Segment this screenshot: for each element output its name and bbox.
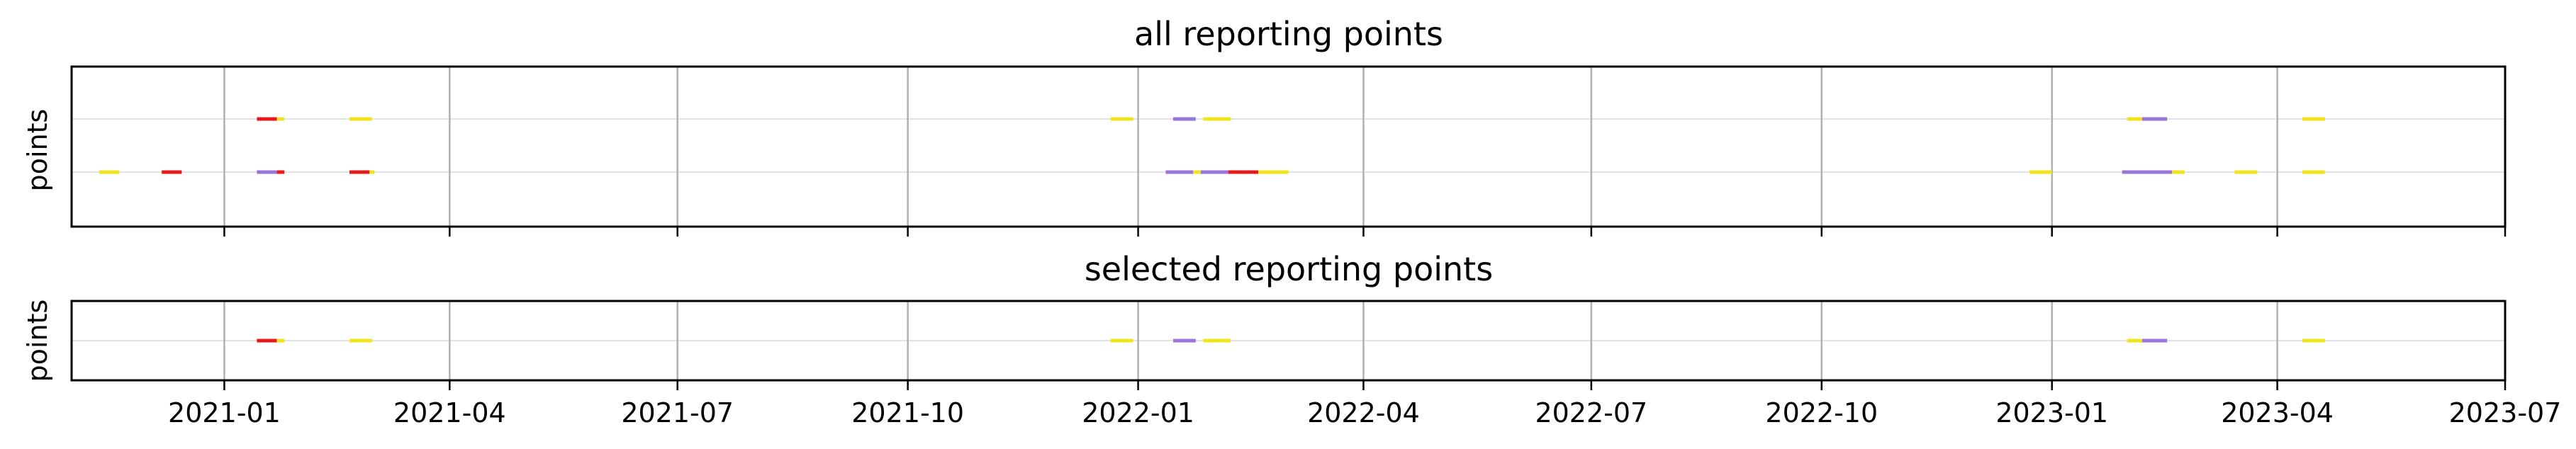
segments-all [99, 117, 2325, 174]
x-tick-label: 2022-07 [1535, 397, 1647, 428]
x-tick-label: 2022-10 [1765, 397, 1878, 428]
x-tick-label: 2023-07 [2449, 397, 2562, 428]
x-tick-label: 2023-01 [1995, 397, 2108, 428]
x-ticks-selected [223, 380, 2507, 390]
y-axis-label-selected: points [22, 300, 53, 382]
x-ticks-all [223, 227, 2507, 237]
x-tick-label: 2022-01 [1082, 397, 1194, 428]
x-tick-label: 2021-01 [168, 397, 281, 428]
panel-selected-reporting-points: selected reporting points points [22, 250, 2507, 390]
x-tick-label: 2021-10 [851, 397, 964, 428]
x-tick-label: 2021-07 [621, 397, 734, 428]
x-axis-tick-labels: 2021-01 2021-04 2021-07 2021-10 2022-01 2022-… [168, 397, 2561, 428]
panel-title-all: all reporting points [1134, 15, 1443, 53]
grid-selected [72, 301, 2505, 380]
plot-frame-selected [70, 300, 2507, 382]
y-axis-label-all: points [22, 109, 53, 192]
grid-all [72, 67, 2505, 227]
x-tick-label: 2023-04 [2221, 397, 2334, 428]
panel-all-reporting-points: all reporting points points [22, 15, 2507, 237]
panel-title-selected: selected reporting points [1085, 250, 1493, 288]
x-tick-label: 2022-04 [1307, 397, 1420, 428]
plot-frame-all [70, 65, 2507, 228]
x-tick-label: 2021-04 [393, 397, 506, 428]
